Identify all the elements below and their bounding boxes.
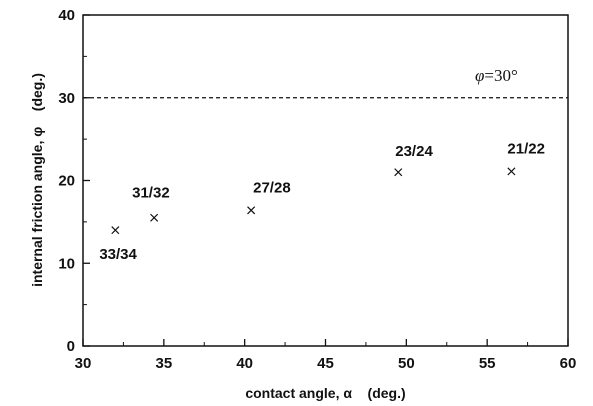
- y-tick-label: 40: [58, 7, 75, 24]
- axis-ticks: 30 35 40 45 50 55 60 0 10 20 30 40: [58, 7, 576, 372]
- point-marker-stroke: [394, 168, 403, 177]
- point-marker-stroke: [247, 206, 256, 215]
- y-tick-label: 30: [58, 90, 75, 107]
- y-tick-label: 10: [58, 255, 75, 272]
- point-label: 27/28: [253, 179, 291, 196]
- x-tick-label: 50: [398, 355, 415, 372]
- x-tick-label: 60: [560, 355, 577, 372]
- data-points: 33/34 31/32 27/28 23/24 21/22: [99, 140, 545, 263]
- reference-line-label: φ=30°: [475, 66, 518, 85]
- reference-line-group: φ=30°: [83, 66, 568, 99]
- y-tick-label: 20: [58, 173, 75, 190]
- x-tick-label: 55: [479, 355, 496, 372]
- plot-frame: [82, 14, 569, 347]
- point-marker-stroke: [150, 213, 159, 222]
- x-tick-label: 35: [155, 355, 172, 372]
- data-point: [247, 206, 256, 215]
- point-marker-stroke: [111, 226, 120, 235]
- data-point: [111, 226, 120, 235]
- x-tick-label: 40: [236, 355, 253, 372]
- point-marker-stroke: [507, 167, 516, 176]
- data-point: [507, 167, 516, 176]
- y-tick-label: 0: [67, 338, 75, 355]
- data-point: [394, 168, 403, 177]
- x-tick-label: 30: [75, 355, 92, 372]
- x-tick-label: 45: [317, 355, 334, 372]
- x-axis-title: contact angle, α (deg.): [245, 385, 405, 401]
- point-label: 33/34: [99, 246, 137, 263]
- point-label: 21/22: [507, 140, 545, 157]
- data-point: [150, 213, 159, 222]
- point-label: 31/32: [132, 185, 170, 202]
- point-label: 23/24: [395, 143, 433, 160]
- y-axis-title: internal friction angle, φ (deg.): [29, 73, 45, 287]
